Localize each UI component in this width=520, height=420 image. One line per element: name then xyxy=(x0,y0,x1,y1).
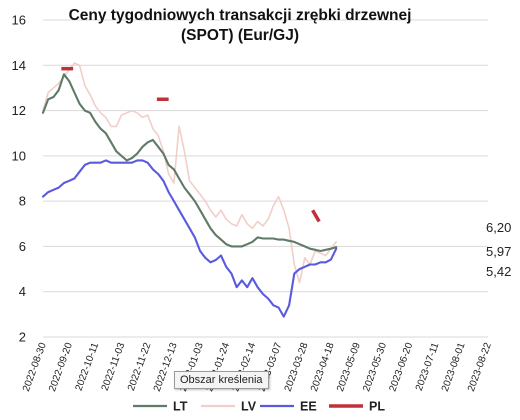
x-tick-label: 2023-08-01 xyxy=(440,341,468,393)
end-labels: 6,20 5,97 5,42 xyxy=(486,220,511,279)
legend-label-lv: LV xyxy=(241,400,257,414)
title-line-1: Ceny tygodniowych transakcji zrębki drze… xyxy=(69,7,412,24)
x-tick-label: 2022-08-30 xyxy=(21,341,49,393)
y-tick-label: 12 xyxy=(12,103,26,118)
plot-area-tooltip: Obszar kreślenia xyxy=(174,371,269,389)
series-line-lt xyxy=(41,73,338,253)
x-tick-label: 2023-08-22 xyxy=(466,341,494,393)
legend-label-lt: LT xyxy=(173,400,188,414)
x-tick-label: 2022-11-22 xyxy=(126,341,154,393)
series-layer xyxy=(41,62,338,318)
y-tick-label: 16 xyxy=(12,13,26,28)
x-tick-label: 2022-10-11 xyxy=(74,341,102,393)
y-tick-label: 4 xyxy=(19,284,26,299)
x-tick-label: 2022-11-03 xyxy=(100,341,128,393)
y-tick-label: 10 xyxy=(12,148,26,163)
legend: LT LV EE PL xyxy=(133,400,385,414)
x-tick-label: 2023-07-11 xyxy=(414,341,442,393)
grid-layer xyxy=(43,19,488,338)
end-value-label: 5,42 xyxy=(486,264,511,279)
series-line-ee xyxy=(41,159,338,318)
legend-label-ee: EE xyxy=(300,400,317,414)
y-tick-label: 8 xyxy=(19,194,26,209)
x-tick-label: 2023-04-18 xyxy=(309,341,337,393)
chart-title: Ceny tygodniowych transakcji zrębki drze… xyxy=(69,7,412,44)
title-line-2: (SPOT) (Eur/GJ) xyxy=(181,27,299,44)
x-tick-label: 2023-05-30 xyxy=(361,341,389,393)
legend-label-pl: PL xyxy=(369,400,385,414)
x-tick-label: 2023-05-09 xyxy=(335,341,363,393)
x-tick-label: 2023-03-28 xyxy=(283,341,311,393)
series-line-lv xyxy=(42,62,338,284)
y-tick-label: 2 xyxy=(19,330,26,345)
y-tick-label: 14 xyxy=(12,58,26,73)
end-value-label: 5,97 xyxy=(486,244,511,259)
end-value-label: 6,20 xyxy=(486,220,511,235)
x-tick-label: 2023-06-20 xyxy=(387,341,415,393)
y-axis-ticks: 2 4 6 8 10 12 14 16 xyxy=(12,13,26,345)
x-tick-label: 2022-09-20 xyxy=(47,341,75,393)
series-mark-pl-3 xyxy=(311,209,321,223)
y-tick-label: 6 xyxy=(19,239,26,254)
